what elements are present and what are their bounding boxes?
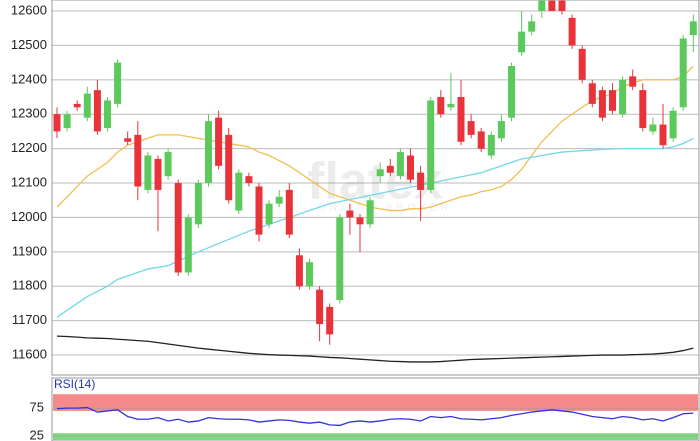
candle-body	[53, 114, 61, 132]
candle-body	[164, 152, 172, 177]
y-tick-label: 11800	[12, 278, 47, 293]
candle-body	[184, 217, 192, 273]
candle-body	[568, 17, 576, 46]
candle-body	[407, 155, 414, 180]
line-series	[56, 335, 694, 363]
y-tick-label: 12300	[11, 106, 47, 121]
candle-body	[194, 183, 202, 225]
candle-body	[124, 138, 132, 142]
rsi-title: RSI(14)	[54, 377, 95, 391]
candle-body	[366, 200, 374, 225]
y-tick-label: 12400	[11, 71, 47, 86]
candle-body	[528, 21, 536, 32]
candle-body	[104, 100, 111, 128]
y-tick-label: 12500	[11, 37, 47, 52]
y-tick-label: 11600	[12, 346, 47, 361]
rsi-frame	[51, 377, 700, 441]
candle-body	[326, 306, 334, 335]
candle-body	[376, 169, 384, 177]
candle-body	[63, 114, 71, 128]
candle-body	[427, 100, 435, 190]
candle-body	[215, 117, 223, 166]
candle-body	[548, 0, 556, 12]
y-tick-label: 75	[30, 400, 44, 415]
plot-frame	[51, 0, 700, 376]
candle-body	[154, 158, 162, 190]
candle-body	[578, 48, 586, 80]
candle-body	[467, 121, 475, 135]
candle-body	[285, 189, 293, 235]
candle-body	[689, 21, 697, 36]
candle-body	[649, 124, 657, 132]
candle-body	[437, 97, 445, 115]
candle-body	[255, 186, 263, 235]
y-tick-label: 11900	[12, 243, 47, 258]
candle-body	[669, 110, 677, 139]
candle-body	[457, 97, 465, 142]
candle-body	[447, 103, 455, 108]
y-tick-label: 12600	[11, 2, 47, 17]
candle-body	[336, 217, 344, 300]
candle-body	[558, 0, 566, 12]
candle-body	[639, 90, 647, 128]
candle-body	[306, 262, 313, 287]
candle-body	[497, 121, 505, 139]
line-series	[56, 65, 694, 212]
candle-body	[134, 134, 142, 187]
candle-body	[144, 155, 152, 190]
line-series	[56, 406, 694, 427]
y-tick-label: 12200	[11, 140, 47, 155]
candle-body	[477, 131, 485, 149]
candle-body	[73, 103, 81, 108]
candle-body	[619, 79, 627, 115]
candle-body	[205, 121, 212, 184]
candle-body	[659, 124, 667, 146]
rsi-band	[53, 433, 698, 440]
candle-body	[538, 0, 546, 12]
watermark-sub: ONLINE BROKER	[318, 203, 452, 214]
candle-body	[588, 83, 596, 104]
candle-body	[508, 66, 515, 118]
rsi-band	[53, 394, 698, 411]
candle-body	[518, 31, 526, 53]
candle-body	[275, 196, 283, 204]
candle-body	[679, 38, 687, 108]
candle-body	[598, 90, 606, 118]
candle-body	[265, 203, 273, 225]
candle-body	[346, 210, 354, 218]
candle-body	[114, 62, 122, 104]
y-tick-label: 12100	[11, 174, 47, 189]
candle-body	[245, 176, 253, 184]
candle-body	[235, 172, 243, 211]
candle-body	[417, 172, 425, 190]
candle-body	[396, 152, 404, 177]
y-tick-label: 12000	[11, 209, 47, 224]
y-tick-label: 25	[30, 427, 44, 441]
candle-body	[487, 134, 495, 156]
candle-body	[386, 165, 394, 173]
candle-body	[316, 289, 324, 325]
candle-body	[83, 93, 91, 118]
candle-body	[356, 217, 364, 225]
line-series	[56, 137, 694, 318]
y-tick-label: 11700	[12, 312, 47, 327]
candle-body	[629, 76, 637, 87]
candle-body	[93, 90, 101, 132]
candle-body	[174, 183, 182, 273]
candle-body	[225, 134, 233, 201]
candle-body	[295, 255, 303, 287]
candle-body	[609, 90, 616, 111]
